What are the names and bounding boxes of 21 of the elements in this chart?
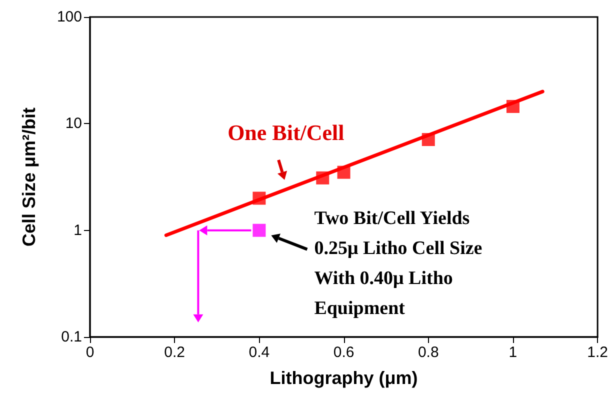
y-tick-label: 1 — [74, 222, 82, 239]
y-tick-label: 0.1 — [61, 328, 82, 346]
x-tick-label: 0.6 — [333, 344, 354, 361]
x-tick-label: 0 — [86, 344, 94, 361]
annotation: Two Bit/Cell Yields 0.25μ Litho Cell Size With 0.40μ Litho Equipment — [314, 207, 482, 322]
point — [252, 192, 266, 205]
x-tick-label: 1.2 — [587, 344, 608, 361]
point — [252, 224, 266, 237]
y-tick-label: 100 — [56, 8, 82, 26]
x-tick-label: 0.2 — [164, 344, 186, 361]
point — [316, 171, 330, 184]
point — [422, 133, 435, 146]
y-axis-title: Cell Size μm²/bit — [19, 107, 39, 247]
point — [337, 166, 350, 179]
annotation: One Bit/Cell — [228, 118, 344, 147]
x-tick-label: 0.8 — [418, 344, 439, 361]
x-tick-label: 1 — [508, 344, 518, 361]
y-tick-label: 10 — [65, 115, 82, 132]
x-axis-title: Lithography (μm) — [270, 368, 418, 388]
point — [506, 100, 520, 113]
x-tick-label: 0.4 — [248, 344, 270, 361]
